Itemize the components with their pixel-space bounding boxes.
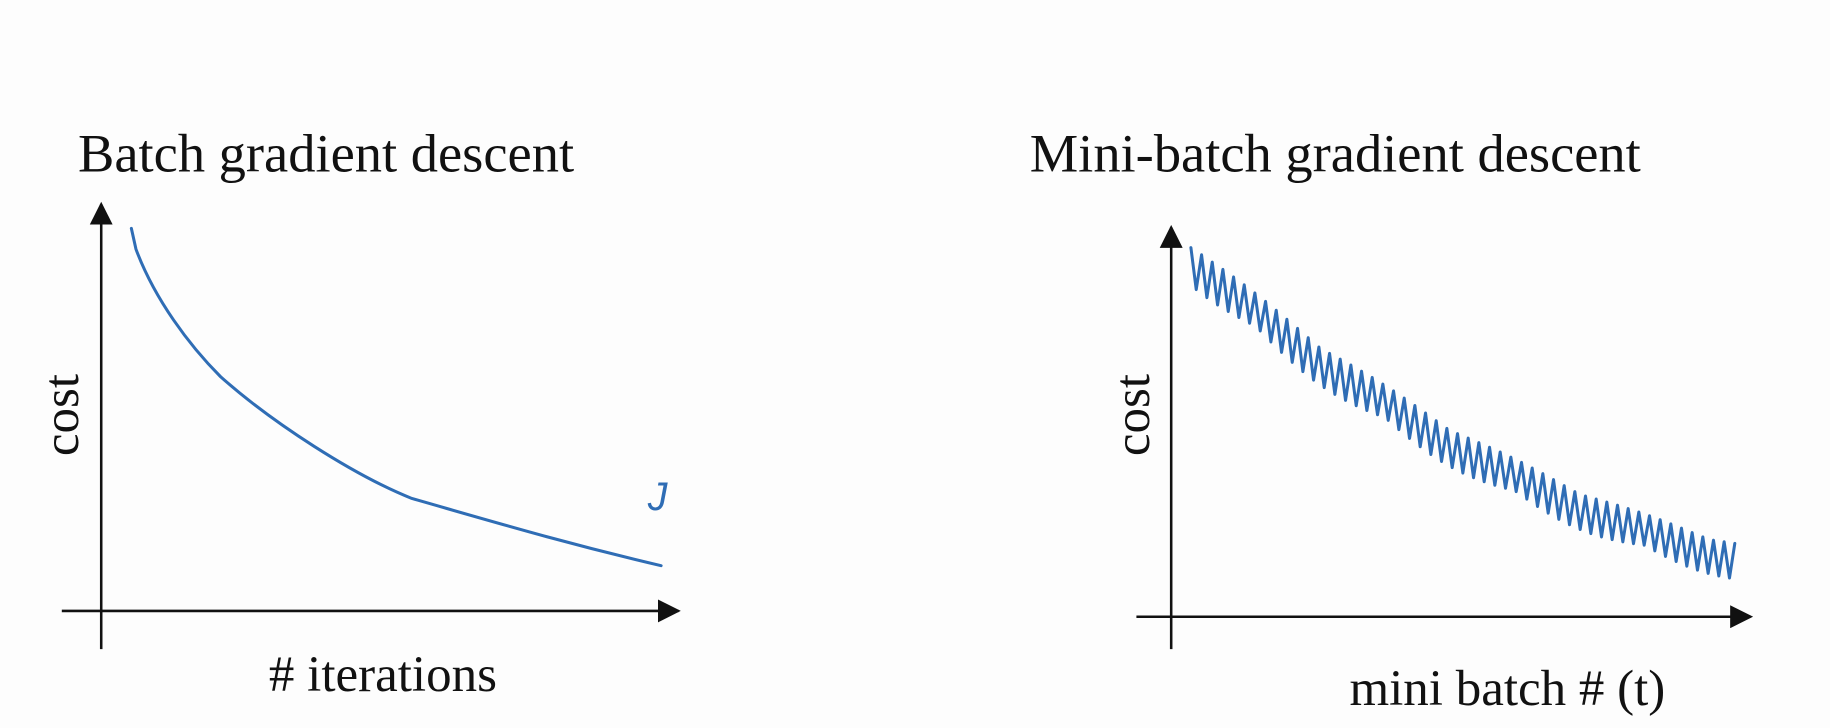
annotation: J <box>647 475 669 519</box>
noisy-cost-curve <box>1189 246 1737 580</box>
cost-curve <box>129 226 663 568</box>
y-axis-label: cost <box>34 374 90 456</box>
background <box>6 0 1824 728</box>
y-axis-label: cost <box>1105 374 1161 456</box>
panel-title: Batch gradient descent <box>78 123 574 184</box>
x-axis-label: # iterations <box>269 647 497 703</box>
panel-title: Mini-batch gradient descent <box>1030 123 1641 184</box>
x-axis-label: mini batch # (t) <box>1349 661 1665 717</box>
